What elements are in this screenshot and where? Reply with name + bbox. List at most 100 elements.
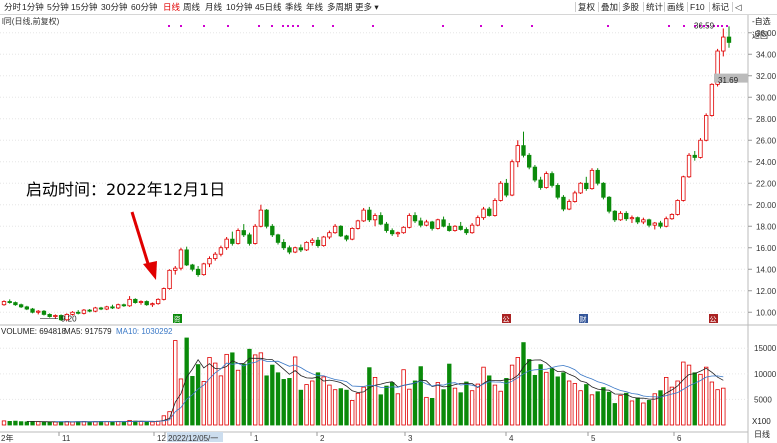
candle-body <box>104 306 109 310</box>
candle-body <box>669 214 675 220</box>
toolbar-button-4[interactable]: 画线 <box>667 2 685 12</box>
candle-body <box>498 182 503 201</box>
x-axis-label: 2 <box>320 434 325 443</box>
volume-bar <box>201 381 206 426</box>
x-axis-label: 2022/12/05/一 <box>168 434 218 443</box>
candle-body <box>435 219 441 229</box>
volume-bar <box>173 340 178 426</box>
volume-bar <box>127 419 132 426</box>
timeframe-1[interactable]: 1分钟 <box>22 2 44 12</box>
x-axis-label: 6 <box>677 434 682 443</box>
volume-bar <box>190 375 195 426</box>
timeframe-6[interactable]: 日线 <box>163 2 181 12</box>
candle-body <box>447 225 452 231</box>
volume-bar <box>487 375 492 426</box>
candle-body <box>452 225 458 231</box>
volume-bar <box>395 393 401 426</box>
candle-body <box>81 309 87 314</box>
volume-bar <box>110 421 115 426</box>
timeframe-9[interactable]: 10分钟 <box>226 2 253 12</box>
back-button[interactable]: 返回 <box>752 31 768 40</box>
candle-body <box>475 217 480 226</box>
volume-bar <box>681 361 686 426</box>
timeframe-11[interactable]: 季线 <box>285 2 303 12</box>
candle-body <box>24 306 30 310</box>
candle-body <box>224 238 229 249</box>
volume-bar <box>481 366 486 426</box>
watchlist-add-button[interactable]: -自选 <box>752 17 771 26</box>
event-marker-label: 公 <box>503 316 510 324</box>
candle-body <box>178 249 184 269</box>
volume-bar <box>304 384 309 426</box>
last-price-label: 31.69 <box>718 76 739 85</box>
volume-bar <box>253 354 258 426</box>
timeframe-14[interactable]: 更多 ▾ <box>355 2 379 12</box>
candle-body <box>372 215 378 221</box>
volume-bar <box>709 381 715 426</box>
zoom-label: X100 <box>752 417 771 426</box>
timeframe-7[interactable]: 周线 <box>183 2 201 12</box>
candle-body <box>355 220 361 229</box>
volume-bar <box>224 353 229 426</box>
candle-body <box>76 311 81 314</box>
timeframe-10[interactable]: 45日线 <box>255 2 282 12</box>
volume-bar <box>258 352 264 426</box>
candle-body <box>270 225 275 236</box>
volume-bar <box>664 377 669 426</box>
candle-body <box>144 301 149 306</box>
candle-body <box>521 145 526 156</box>
candle-body <box>395 232 401 235</box>
timeframe-8[interactable]: 月线 <box>205 2 223 12</box>
volume-bar <box>424 396 429 426</box>
candle-body <box>624 212 629 220</box>
toolbar-button-2[interactable]: 多股 <box>622 2 640 12</box>
toolbar-button-3[interactable]: 统计 <box>646 2 664 12</box>
volume-bar <box>464 381 469 426</box>
timeframe-13[interactable]: 多周期 <box>327 2 353 12</box>
timeframe-2[interactable]: 5分钟 <box>47 2 69 12</box>
candle-body <box>93 307 98 312</box>
event-dot <box>297 25 299 27</box>
toolbar-button-6[interactable]: 标记 <box>712 2 730 12</box>
candle-body <box>612 210 617 221</box>
volume-bar <box>30 421 35 426</box>
volume-bar <box>641 402 646 426</box>
volume-bar <box>298 389 304 426</box>
timeframe-5[interactable]: 60分钟 <box>131 2 158 12</box>
period-label[interactable]: 日线 <box>754 430 770 439</box>
candle-body <box>304 241 309 251</box>
price-tick-label: 20.00 <box>756 201 777 210</box>
toolbar-button-1[interactable]: 叠加 <box>601 2 619 12</box>
candle-body <box>98 307 104 310</box>
candle-body <box>13 302 18 306</box>
x-axis-label: 2年 <box>1 433 13 443</box>
price-tick-label: 24.00 <box>756 158 777 167</box>
candle-body <box>561 196 566 210</box>
candle-body <box>110 306 115 309</box>
candle-body <box>578 182 583 194</box>
candle-body <box>715 50 720 85</box>
candle-body <box>58 315 64 321</box>
volume-bar <box>315 372 321 426</box>
timeframe-4[interactable]: 30分钟 <box>101 2 128 12</box>
candle-body <box>292 247 298 253</box>
toolbar-button-0[interactable]: 复权 <box>578 2 596 12</box>
volume-bar <box>578 390 583 426</box>
candle-body <box>652 222 657 226</box>
volume-bar <box>292 356 298 426</box>
toolbar-button-7[interactable]: ◁ <box>735 2 742 12</box>
timeframe-3[interactable]: 15分钟 <box>71 2 98 12</box>
candle-body <box>1 301 7 306</box>
timeframe-12[interactable]: 年线 <box>306 2 324 12</box>
volume-bar <box>235 369 241 426</box>
volume-bar <box>150 421 155 426</box>
price-tick-label: 18.00 <box>756 222 777 231</box>
date-cursor-box <box>167 432 223 442</box>
event-dot <box>372 25 374 27</box>
timeframe-0[interactable]: 分时 <box>4 2 22 12</box>
volume-bar <box>310 380 315 426</box>
volume-bar <box>538 364 543 426</box>
toolbar-button-5[interactable]: F10 <box>690 2 705 12</box>
volume-bar <box>447 363 452 426</box>
